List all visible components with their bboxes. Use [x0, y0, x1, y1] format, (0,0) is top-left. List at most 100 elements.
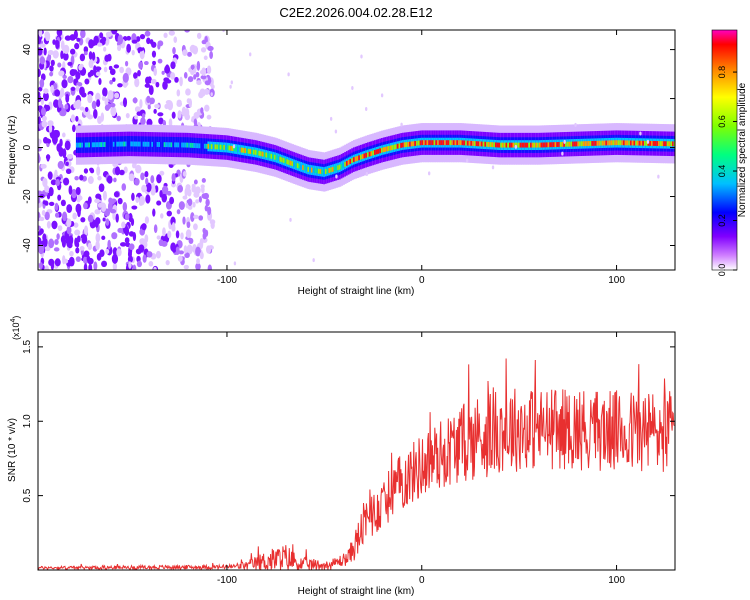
spectrogram-signal-core: [158, 142, 161, 147]
spectrogram-signal-core: [168, 142, 172, 148]
spectrogram-noise-cell: [62, 148, 67, 159]
spectrogram-noise-cell: [93, 261, 98, 270]
spectrogram-signal-core: [230, 145, 233, 151]
spectrogram-signal-core: [358, 155, 361, 161]
spectrogram-noise-cell: [117, 83, 123, 88]
spectrogram-noise-cell: [113, 177, 117, 183]
spectrogram-noise-cell: [149, 97, 155, 105]
spectrogram-noise-cell: [105, 31, 113, 38]
spectrogram-signal-core: [433, 140, 437, 146]
spectrogram-signal-core: [423, 140, 426, 146]
spectrogram-noise-cell: [177, 110, 182, 119]
spectrogram-signal-core: [300, 164, 303, 170]
spectrogram-signal-core: [566, 141, 570, 147]
spectrogram-noise-cell: [190, 64, 195, 70]
spectrogram-noise-cell: [204, 205, 209, 212]
snr-x-tick-label: 100: [608, 575, 625, 586]
spectrogram-noise-cell: [195, 199, 199, 204]
spectrogram-x-ticks: -100 0 100: [217, 30, 625, 286]
spectrogram-signal-core: [198, 143, 202, 149]
spectrogram-signal-core: [486, 141, 489, 147]
spectrogram-noise-cell: [130, 218, 135, 226]
spectrogram-noise-cell: [98, 183, 105, 192]
spectrogram-noise-cell: [68, 185, 73, 195]
spectrogram-signal-core: [142, 141, 145, 147]
spectrogram-signal-core: [507, 142, 510, 148]
spectrogram-signal-core: [370, 151, 373, 156]
spectrogram-signal-core: [107, 141, 110, 147]
snr-multiplier-exp: 4: [10, 318, 17, 322]
spectrogram-signal-core: [233, 146, 237, 152]
spectrogram-signal-core: [102, 142, 105, 147]
spectrogram-noise-cell: [153, 224, 158, 234]
spectrogram-signal-core: [118, 141, 121, 147]
colorbar-tick-label: 0.6: [717, 115, 727, 128]
spectrogram-noise-cell: [165, 260, 170, 266]
spectrogram-signal-core: [137, 141, 140, 147]
spectrogram-noise-cell: [79, 174, 84, 181]
spectrogram-noise-cell: [87, 214, 94, 223]
spectrogram-signal-core: [165, 142, 168, 148]
spectrogram-signal-core: [482, 141, 486, 147]
spectrogram-signal-core: [295, 162, 298, 168]
spectrogram-noise-cell: [177, 184, 183, 193]
spectrogram-signal-core: [202, 143, 205, 149]
spectrogram-noise-cell: [196, 80, 202, 86]
spectrogram-signal-core: [596, 140, 600, 146]
spectrogram-noise-cell: [170, 72, 176, 80]
spectrogram-signal-core: [409, 141, 412, 147]
spectrogram-signal-core: [466, 140, 470, 146]
spectrogram-noise-cell: [60, 50, 64, 60]
spectrogram-signal-core: [258, 150, 261, 156]
spectrogram-signal-core: [381, 147, 384, 153]
spectrogram-noise-cell: [49, 65, 54, 72]
spectrogram-noise-cell: [117, 44, 122, 52]
spectrogram-noise-cell: [70, 86, 76, 91]
spectrogram-noise-cell: [83, 202, 88, 210]
spectrogram-noise-cell: [125, 113, 130, 119]
spectrogram-noise-cell: [176, 209, 181, 215]
spectrogram-signal-core: [338, 164, 342, 170]
spectrogram-signal-core: [351, 158, 354, 163]
spectrogram-noise-cell: [117, 34, 124, 45]
spectrogram-signal-core: [589, 141, 593, 146]
spectrogram-noise-cell: [84, 78, 90, 85]
spectrogram-noise-cell: [83, 168, 89, 174]
spectrogram-signal-core: [191, 142, 195, 148]
spectrogram-signal-core: [91, 142, 95, 148]
spectrogram-noise-cell: [351, 85, 354, 90]
spectrogram-frame: [37, 29, 676, 271]
spectrogram-noise-cell: [287, 72, 290, 77]
spectrogram-noise-cell: [98, 78, 102, 86]
spectrogram-noise-cell: [97, 175, 102, 181]
spectrogram-signal-core: [207, 143, 210, 149]
spectrogram-signal-core: [335, 165, 338, 171]
spectrogram-noise-cell: [87, 114, 94, 120]
spectrogram-noise-cell: [207, 264, 212, 270]
spectrogram-signal-core: [528, 142, 531, 148]
spectrogram-noise-cell: [148, 261, 154, 267]
spectrogram-noise-cell: [43, 88, 49, 94]
spectrogram-noise-cell: [249, 52, 252, 57]
spectrogram-signal-core: [584, 141, 587, 147]
spectrogram-noise-cell: [126, 35, 132, 41]
spectrogram-signal-core: [133, 141, 137, 147]
spectrogram-signal-core: [509, 142, 512, 148]
spectrogram-noise-cell: [95, 71, 101, 77]
spectrogram-signal-core: [279, 156, 282, 162]
spectrogram-signal-core: [112, 141, 116, 147]
spectrogram-noise-cell: [203, 192, 209, 200]
spectrogram-noise-cell: [107, 239, 111, 250]
spectrogram-signal-core: [340, 163, 344, 169]
spectrogram-signal-core: [579, 141, 582, 147]
spectrogram-noise-cell: [54, 89, 61, 97]
spectrogram-signal-core: [656, 141, 659, 146]
spectrogram-noise-cell: [38, 138, 41, 144]
spectrogram-signal-core: [472, 140, 475, 146]
spectrogram-noise-cell: [201, 67, 207, 76]
spectrogram-cells: [38, 30, 675, 270]
spectrogram-noise-cell: [45, 31, 51, 42]
spectrogram-signal-core: [96, 142, 100, 148]
spectrogram-signal-core: [640, 140, 643, 146]
spectrogram-noise-cell: [113, 191, 120, 198]
